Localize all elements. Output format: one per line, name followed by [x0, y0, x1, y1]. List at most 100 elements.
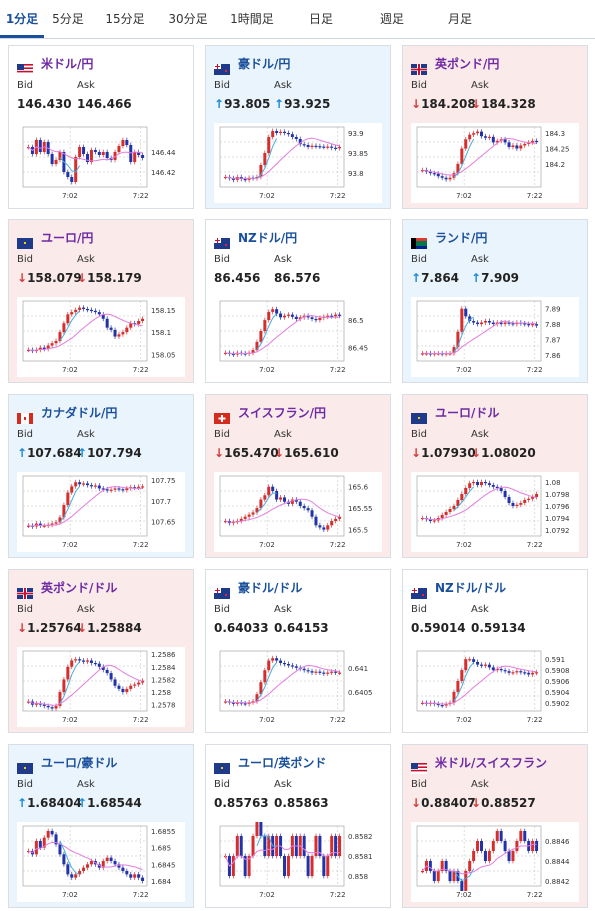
- candle: [480, 664, 483, 666]
- arrow-up-icon: ↑: [17, 446, 28, 460]
- rate-card-5[interactable]: ランド/円 Bid Ask ↑7.864 ↑7.909 7.89 7.88 7.87 7.86 7…: [402, 219, 588, 383]
- candle: [66, 864, 70, 875]
- candle: [527, 672, 531, 675]
- bid-value-text: 158.079: [27, 271, 82, 285]
- candle: [468, 659, 472, 661]
- mini-chart[interactable]: 158.15 158.1 158.05 7:02 7:22: [17, 297, 185, 377]
- pair-name[interactable]: 英ポンド/円: [435, 57, 500, 71]
- candle: [476, 322, 480, 325]
- pair-name[interactable]: ユーロ/ドル: [435, 406, 500, 420]
- pair-name[interactable]: スイスフラン/円: [238, 406, 327, 420]
- ask-value: ↓0.88527: [471, 796, 536, 810]
- rate-card-6[interactable]: カナダドル/円 Bid Ask ↑107.684 ↑107.794 107.75 107.7…: [8, 394, 194, 558]
- candle: [306, 315, 310, 318]
- pair-name[interactable]: NZドル/ドル: [435, 581, 507, 595]
- candlestick-chart: 184.3 184.25 184.2 7:02 7:22: [416, 126, 570, 200]
- tab-6[interactable]: 週足: [379, 12, 404, 26]
- pair-name[interactable]: ユーロ/豪ドル: [41, 756, 118, 770]
- rate-card-12[interactable]: ユーロ/豪ドル Bid Ask ↑1.68404 ↑1.68544 1.6855 1.685…: [8, 744, 194, 908]
- candle: [78, 871, 82, 875]
- candle: [117, 146, 121, 152]
- rate-card-7[interactable]: スイスフラン/円 Bid Ask ↓165.470 ↓165.610 165.6 165.5…: [205, 394, 391, 558]
- y-tick-label: 0.5908: [545, 667, 570, 675]
- tab-4[interactable]: 1時間足: [230, 12, 274, 26]
- moving-average-long: [28, 313, 143, 351]
- candle: [125, 327, 129, 333]
- pair-name[interactable]: NZドル/円: [238, 231, 298, 245]
- y-tick-label: 146.42: [151, 169, 176, 177]
- candle: [125, 688, 129, 693]
- rate-card-3[interactable]: ユーロ/円 Bid Ask ↓158.079 ↓158.179 158.15 158.1 15…: [8, 219, 194, 383]
- candle: [125, 871, 129, 875]
- mini-chart[interactable]: 86.5 86.45 7:02 7:22: [214, 297, 382, 377]
- candle: [495, 140, 499, 143]
- pair-name[interactable]: 英ポンド/ドル: [41, 581, 118, 595]
- mini-chart[interactable]: 107.75 107.7 107.65 7:02 7:22: [17, 472, 185, 552]
- pair-name[interactable]: 豪ドル/ドル: [238, 581, 303, 595]
- ask-value: 146.466: [77, 97, 132, 111]
- rate-card-14[interactable]: 米ドル/スイスフラン Bid Ask ↓0.88407 ↓0.88527 0.8846 0.…: [402, 744, 588, 908]
- mini-chart[interactable]: 146.44 146.42 7:02 7:22: [17, 123, 185, 203]
- rate-card-9[interactable]: 英ポンド/ドル Bid Ask ↓1.25764 ↓1.25884 1.2586 1.258…: [8, 569, 194, 733]
- moving-average-short: [453, 486, 475, 511]
- candle: [27, 349, 30, 352]
- candle: [66, 314, 70, 324]
- rate-card-13[interactable]: ユーロ/英ポンド Bid Ask 0.85763 0.85863 0.8582 0.8581…: [205, 744, 391, 908]
- pair-name[interactable]: 米ドル/スイスフラン: [435, 756, 548, 770]
- bid-value-text: 165.470: [224, 446, 279, 460]
- x-tick-label: 7:02: [456, 541, 472, 549]
- pair-name[interactable]: 豪ドル/円: [238, 57, 291, 71]
- pair-name[interactable]: ユーロ/円: [41, 231, 94, 245]
- moving-average-long: [225, 498, 340, 523]
- tab-2[interactable]: 15分足: [105, 12, 145, 26]
- arrow-down-icon: ↓: [411, 97, 422, 111]
- mini-chart[interactable]: 0.591 0.5908 0.5906 0.5904 0.5902 7:02 7:22: [411, 647, 579, 727]
- mini-chart[interactable]: 1.08 1.0798 1.0796 1.0794 1.0792 7:02 7:22: [411, 472, 579, 552]
- candle: [46, 831, 50, 838]
- rate-card-2[interactable]: 英ポンド/円 Bid Ask ↓184.208 ↓184.328 184.3 184.25 1…: [402, 45, 588, 209]
- candle: [476, 131, 480, 134]
- rate-card-1[interactable]: 豪ドル/円 Bid Ask ↑93.805 ↑93.925 93.9 93.85 93.8 7:…: [205, 45, 391, 209]
- candle: [298, 317, 302, 319]
- pair-name[interactable]: 米ドル/円: [41, 57, 94, 71]
- candle: [78, 482, 82, 485]
- candle: [294, 137, 298, 139]
- rate-card-0[interactable]: 米ドル/円 Bid Ask 146.430 146.466 146.44 146.42 7:0…: [8, 45, 194, 209]
- pair-name[interactable]: カナダドル/円: [41, 406, 118, 420]
- tab-7[interactable]: 月足: [447, 12, 472, 26]
- mini-chart[interactable]: 184.3 184.25 184.2 7:02 7:22: [411, 123, 579, 203]
- tab-5[interactable]: 日足: [308, 12, 333, 26]
- candle: [334, 147, 338, 149]
- pair-name[interactable]: ユーロ/英ポンド: [238, 756, 327, 770]
- candle: [476, 661, 480, 665]
- bid-label: Bid: [17, 779, 33, 790]
- tab-3[interactable]: 30分足: [168, 12, 208, 26]
- candle: [271, 658, 275, 661]
- rate-card-4[interactable]: NZドル/円 Bid Ask 86.456 86.576 86.5 86.45 7:02 7:2…: [205, 219, 391, 383]
- mini-chart[interactable]: 0.8846 0.8844 0.8842 7:02 7:22: [411, 822, 579, 902]
- candle: [338, 672, 342, 674]
- tab-1[interactable]: 5分足: [52, 12, 84, 26]
- rate-card-10[interactable]: 豪ドル/ドル Bid Ask 0.64033 0.64153 0.641 0.6405 7:0…: [205, 569, 391, 733]
- candle: [38, 523, 42, 526]
- y-tick-label: 165.55: [348, 505, 373, 513]
- mini-chart[interactable]: 1.2586 1.2584 1.2582 1.258 1.2578 7:02 7:22: [17, 647, 185, 727]
- pair-name[interactable]: ランド/円: [435, 231, 488, 245]
- candle: [70, 660, 74, 667]
- mini-chart[interactable]: 1.6855 1.685 1.6845 1.684 7:02 7:22: [17, 822, 185, 902]
- mini-chart[interactable]: 0.641 0.6405 7:02 7:22: [214, 647, 382, 727]
- moving-average-long: [225, 315, 340, 355]
- moving-average-short: [59, 840, 80, 875]
- flag-icon: [411, 234, 427, 249]
- mini-chart[interactable]: 165.6 165.55 165.5 7:02 7:22: [214, 472, 382, 552]
- y-tick-label: 184.2: [545, 161, 565, 169]
- moving-average-short: [453, 662, 475, 702]
- rate-card-11[interactable]: NZドル/ドル Bid Ask 0.59014 0.59134 0.591 0.5908 0.…: [402, 569, 588, 733]
- candle: [42, 525, 46, 527]
- mini-chart[interactable]: 7.89 7.88 7.87 7.86 7:02 7:22: [411, 297, 579, 377]
- rate-card-8[interactable]: ユーロ/ドル Bid Ask ↓1.07930 ↓1.08020 1.08 1.0798 1.…: [402, 394, 588, 558]
- mini-chart[interactable]: 93.9 93.85 93.8 7:02 7:22: [214, 123, 382, 203]
- mini-chart[interactable]: 0.8582 0.8581 0.858 7:02 7:22: [214, 822, 382, 902]
- tab-0[interactable]: 1分足: [0, 0, 44, 38]
- candlestick-chart: 1.6855 1.685 1.6845 1.684 7:02 7:22: [22, 825, 176, 899]
